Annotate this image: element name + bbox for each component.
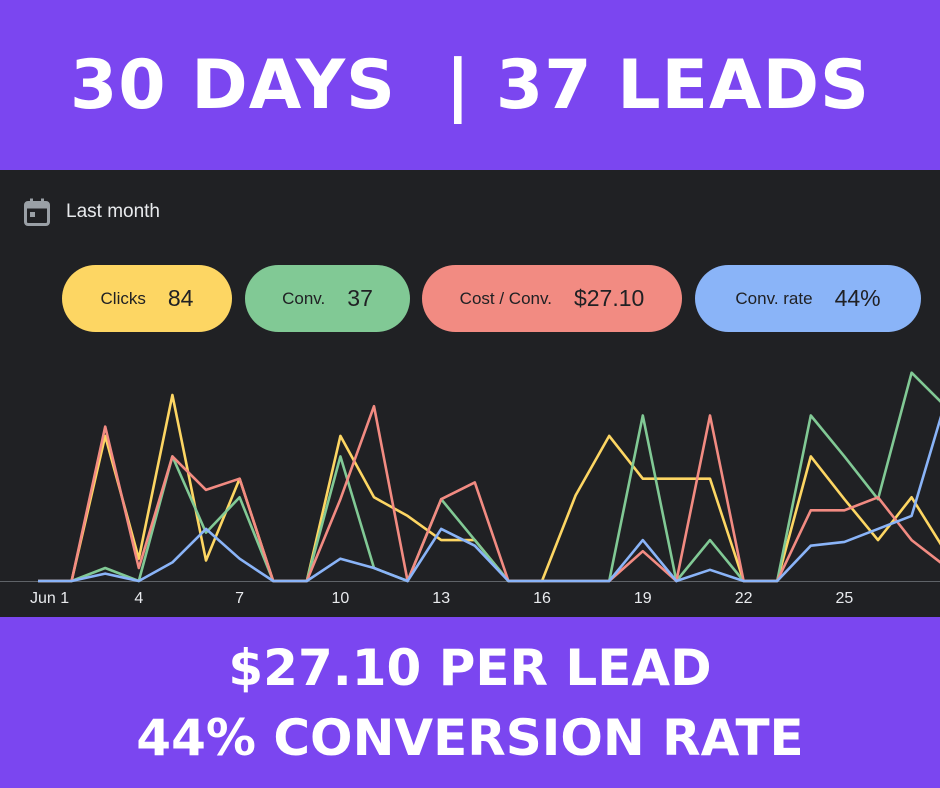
x-tick-label: 7 xyxy=(235,590,244,607)
headline-banner: 30 DAYS | 37 LEADS xyxy=(0,0,940,170)
calendar-icon xyxy=(24,198,50,226)
x-tick-label: 25 xyxy=(836,590,854,607)
date-range-selector[interactable]: Last month xyxy=(24,198,160,226)
x-tick-label: 19 xyxy=(634,590,652,607)
cost-per-lead-text: $27.10 PER LEAD xyxy=(228,639,712,697)
metric-value: 84 xyxy=(167,285,194,311)
conversion-rate-text: 44% CONVERSION RATE xyxy=(136,709,804,767)
headline: 30 DAYS | 37 LEADS xyxy=(69,45,871,125)
x-tick-label: 4 xyxy=(134,590,143,607)
series-line-2 xyxy=(38,371,940,583)
metric-label: Conv. rate xyxy=(735,288,813,308)
metric-label: Cost / Conv. xyxy=(459,288,552,308)
series-line-3 xyxy=(38,404,940,583)
x-tick-label: 22 xyxy=(735,590,753,607)
metric-value: $27.10 xyxy=(573,285,645,311)
conversion-rate-metric-chip[interactable]: Conv. rate 44% xyxy=(695,265,921,332)
ads-performance-panel: Last month Clicks 84 Conv. 37 Cost / Con… xyxy=(0,170,940,617)
metric-label: Conv. xyxy=(282,288,326,308)
metric-value: 37 xyxy=(347,285,373,311)
x-tick-label: 13 xyxy=(432,590,450,607)
date-range-label: Last month xyxy=(66,201,160,222)
metric-value: 44% xyxy=(834,285,881,311)
x-tick-label: 16 xyxy=(533,590,551,607)
clicks-metric-chip[interactable]: Clicks 84 xyxy=(62,265,232,332)
summary-banner: $27.10 PER LEAD 44% CONVERSION RATE xyxy=(0,617,940,788)
series-line-4 xyxy=(38,415,940,583)
conversions-metric-chip[interactable]: Conv. 37 xyxy=(245,265,410,332)
performance-line-chart: Jun 1471013161922252 xyxy=(0,371,940,607)
x-tick-label: 10 xyxy=(332,590,350,607)
cost-per-conversion-metric-chip[interactable]: Cost / Conv. $27.10 xyxy=(422,265,682,332)
metric-label: Clicks xyxy=(100,288,146,308)
x-tick-label: Jun 1 xyxy=(30,590,69,607)
